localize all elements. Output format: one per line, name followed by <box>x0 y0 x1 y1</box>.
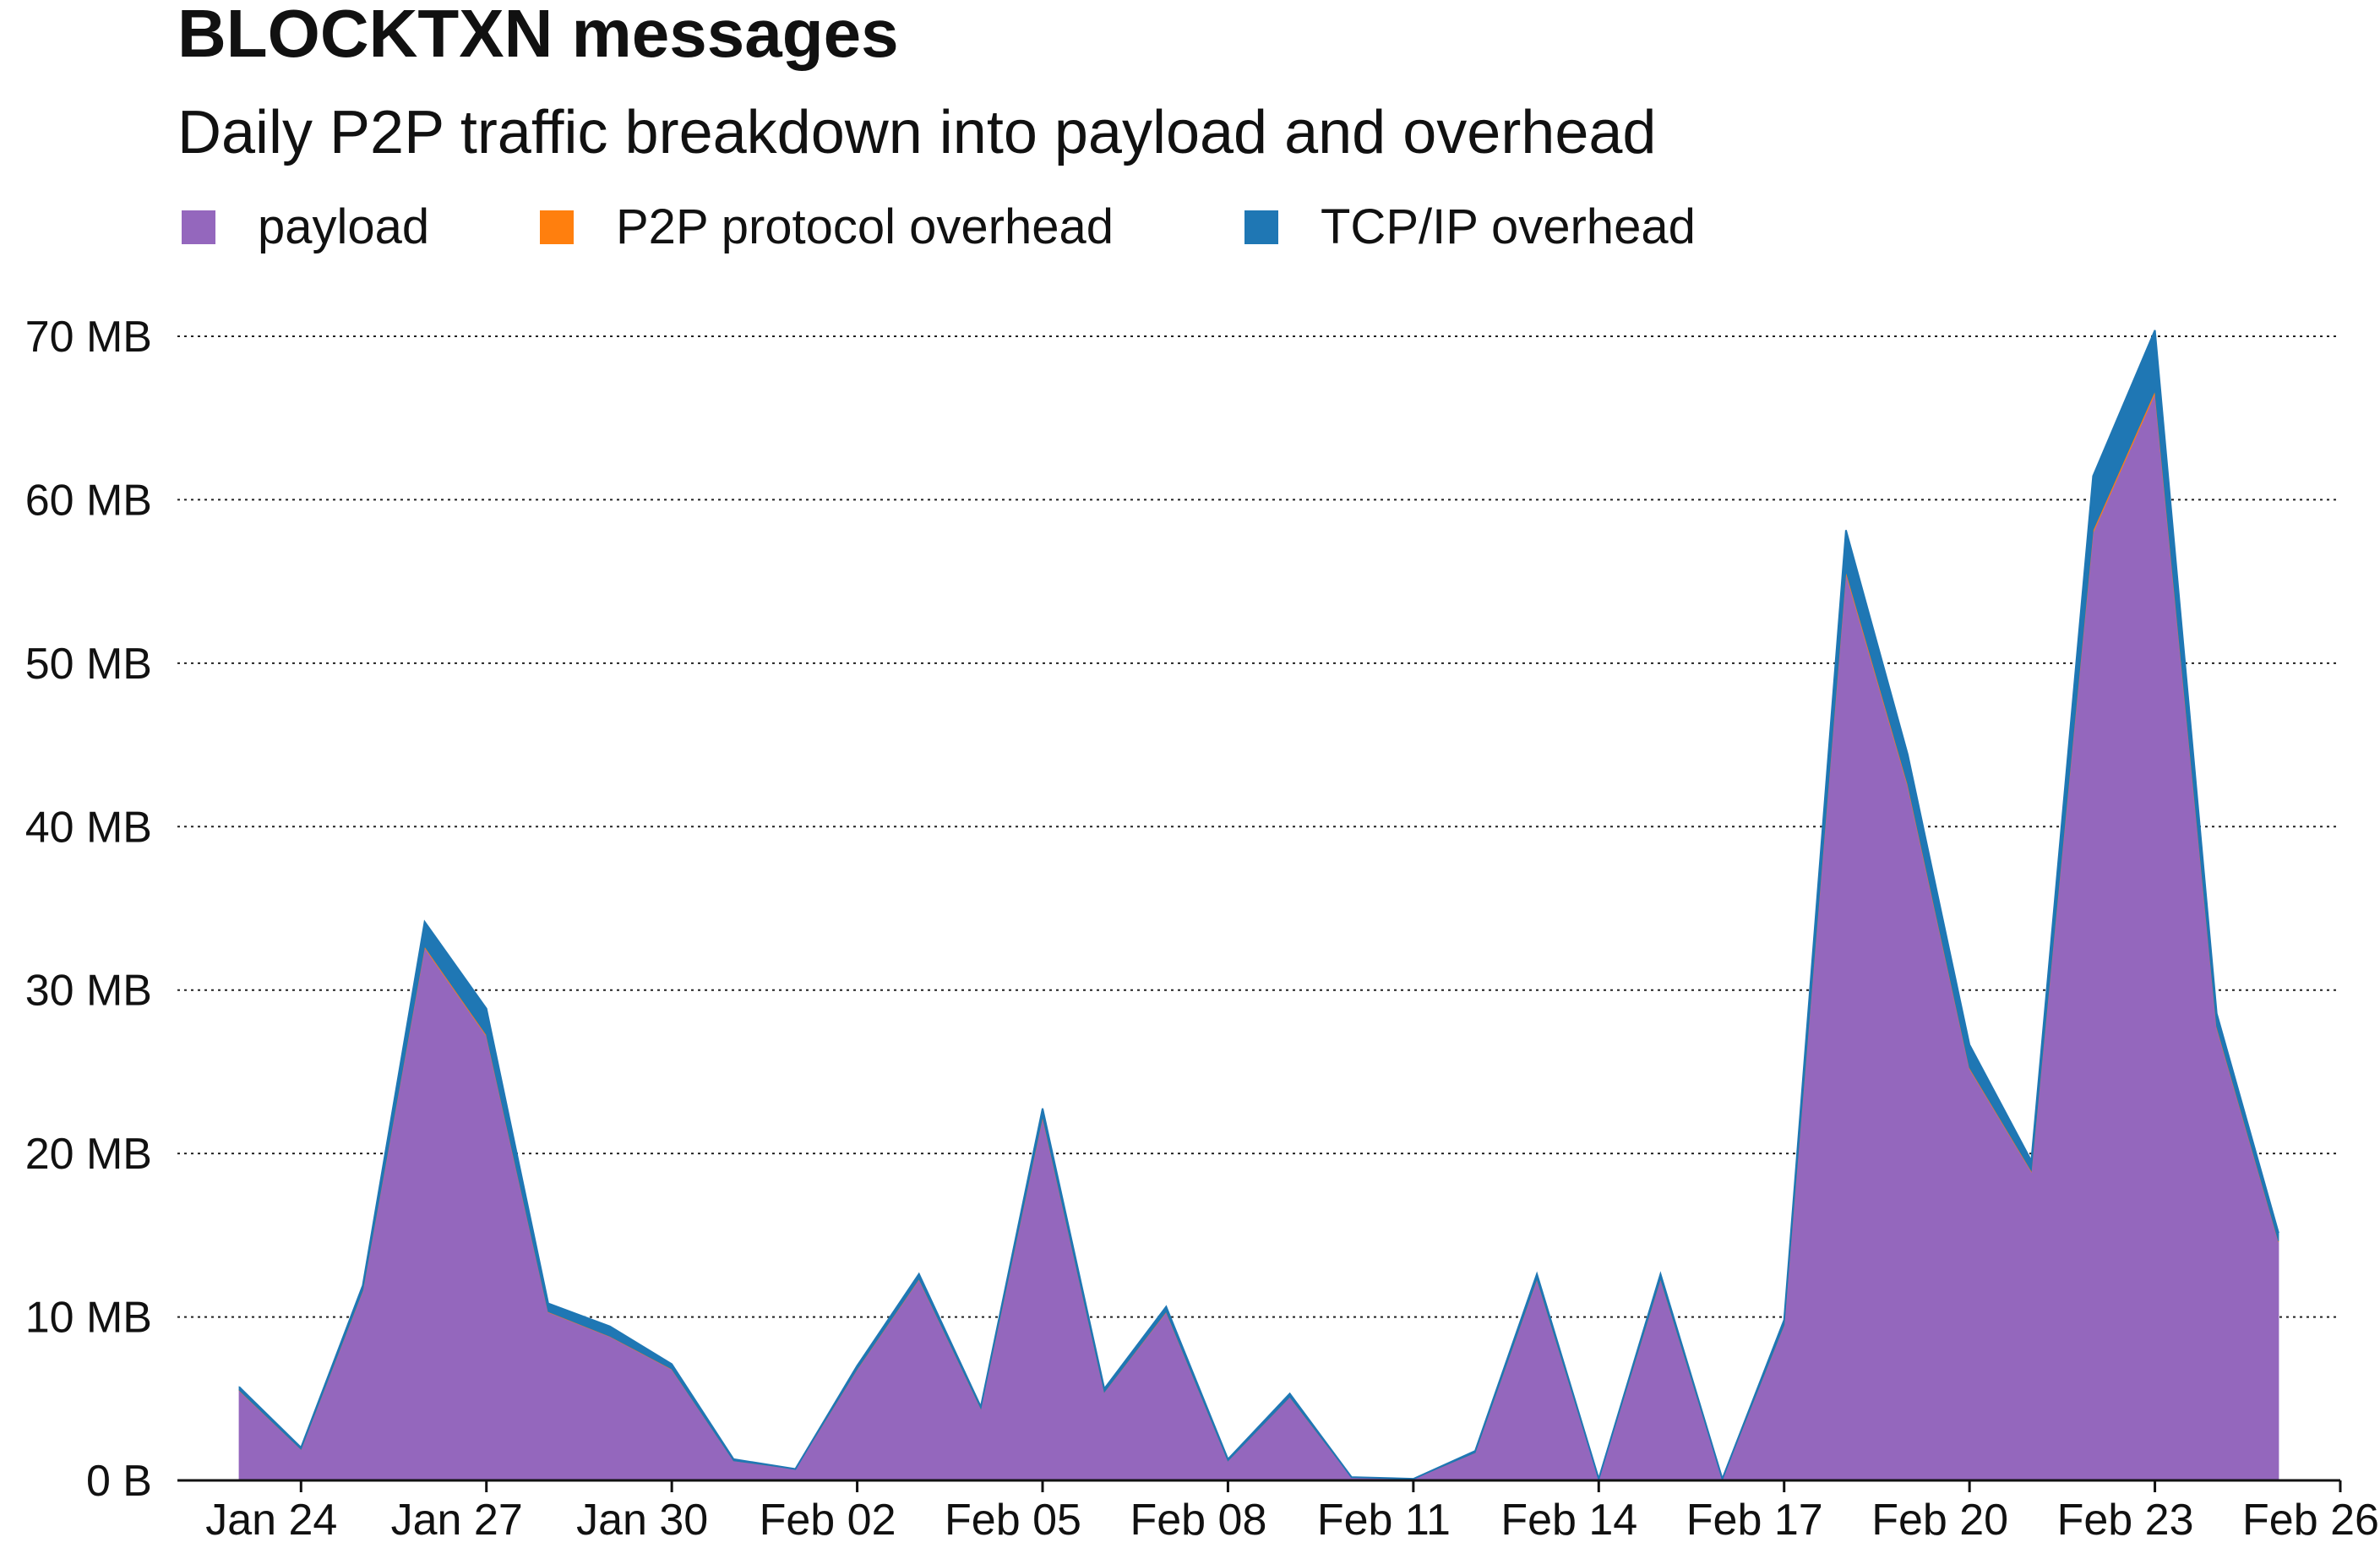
y-tick-label: 20 MB <box>25 1130 152 1179</box>
x-tick-label: Feb 02 <box>760 1496 896 1545</box>
y-tick-label: 70 MB <box>25 313 152 362</box>
legend-label-p2p-overhead: P2P protocol overhead <box>616 199 1114 254</box>
legend-item-p2p-overhead: P2P protocol overhead <box>540 203 1114 252</box>
stacked-areas <box>238 330 2279 1482</box>
stack-top-line <box>238 330 2279 1482</box>
y-tick-label: 10 MB <box>25 1294 152 1343</box>
y-tick-label: 30 MB <box>25 967 152 1016</box>
chart-subtitle: Daily P2P traffic breakdown into payload… <box>177 99 1657 166</box>
legend-item-payload: payload <box>182 203 429 252</box>
x-tick-label: Jan 27 <box>391 1496 523 1545</box>
x-tick-label: Feb 05 <box>945 1496 1081 1545</box>
x-tick-label: Feb 17 <box>1686 1496 1823 1545</box>
x-tick-label: Feb 11 <box>1317 1496 1451 1545</box>
x-axis: Jan 24 Jan 27 Jan 30 Feb 02 Feb 05 Feb 08 Feb … <box>177 1479 2379 1545</box>
legend-swatch-payload <box>182 210 215 244</box>
y-tick-label: 0 B <box>86 1457 152 1506</box>
x-tick-label: Feb 20 <box>1871 1496 2008 1545</box>
x-tick-label: Jan 30 <box>576 1496 708 1545</box>
legend-item-tcpip-overhead: TCP/IP overhead <box>1244 203 1696 252</box>
area-payload <box>238 391 2279 1481</box>
x-tick-label: Feb 23 <box>2057 1496 2194 1545</box>
y-tick-label: 60 MB <box>25 476 152 525</box>
x-tick-label: Jan 24 <box>205 1496 337 1545</box>
x-tick-label: Feb 08 <box>1130 1496 1266 1545</box>
x-tick-label: Feb 26 <box>2242 1496 2379 1545</box>
legend-swatch-tcpip-overhead <box>1244 210 1278 244</box>
legend-label-tcpip-overhead: TCP/IP overhead <box>1321 199 1696 254</box>
y-tick-label: 50 MB <box>25 640 152 689</box>
x-tick-label: Feb 14 <box>1500 1496 1637 1545</box>
legend-swatch-p2p-overhead <box>540 210 574 244</box>
y-axis: 0 B 10 MB 20 MB 30 MB 40 MB 50 MB 60 MB 70 MB <box>25 313 152 1506</box>
y-tick-label: 40 MB <box>25 803 152 852</box>
chart-title: BLOCKTXN messages <box>177 0 899 71</box>
legend-label-payload: payload <box>258 199 430 254</box>
